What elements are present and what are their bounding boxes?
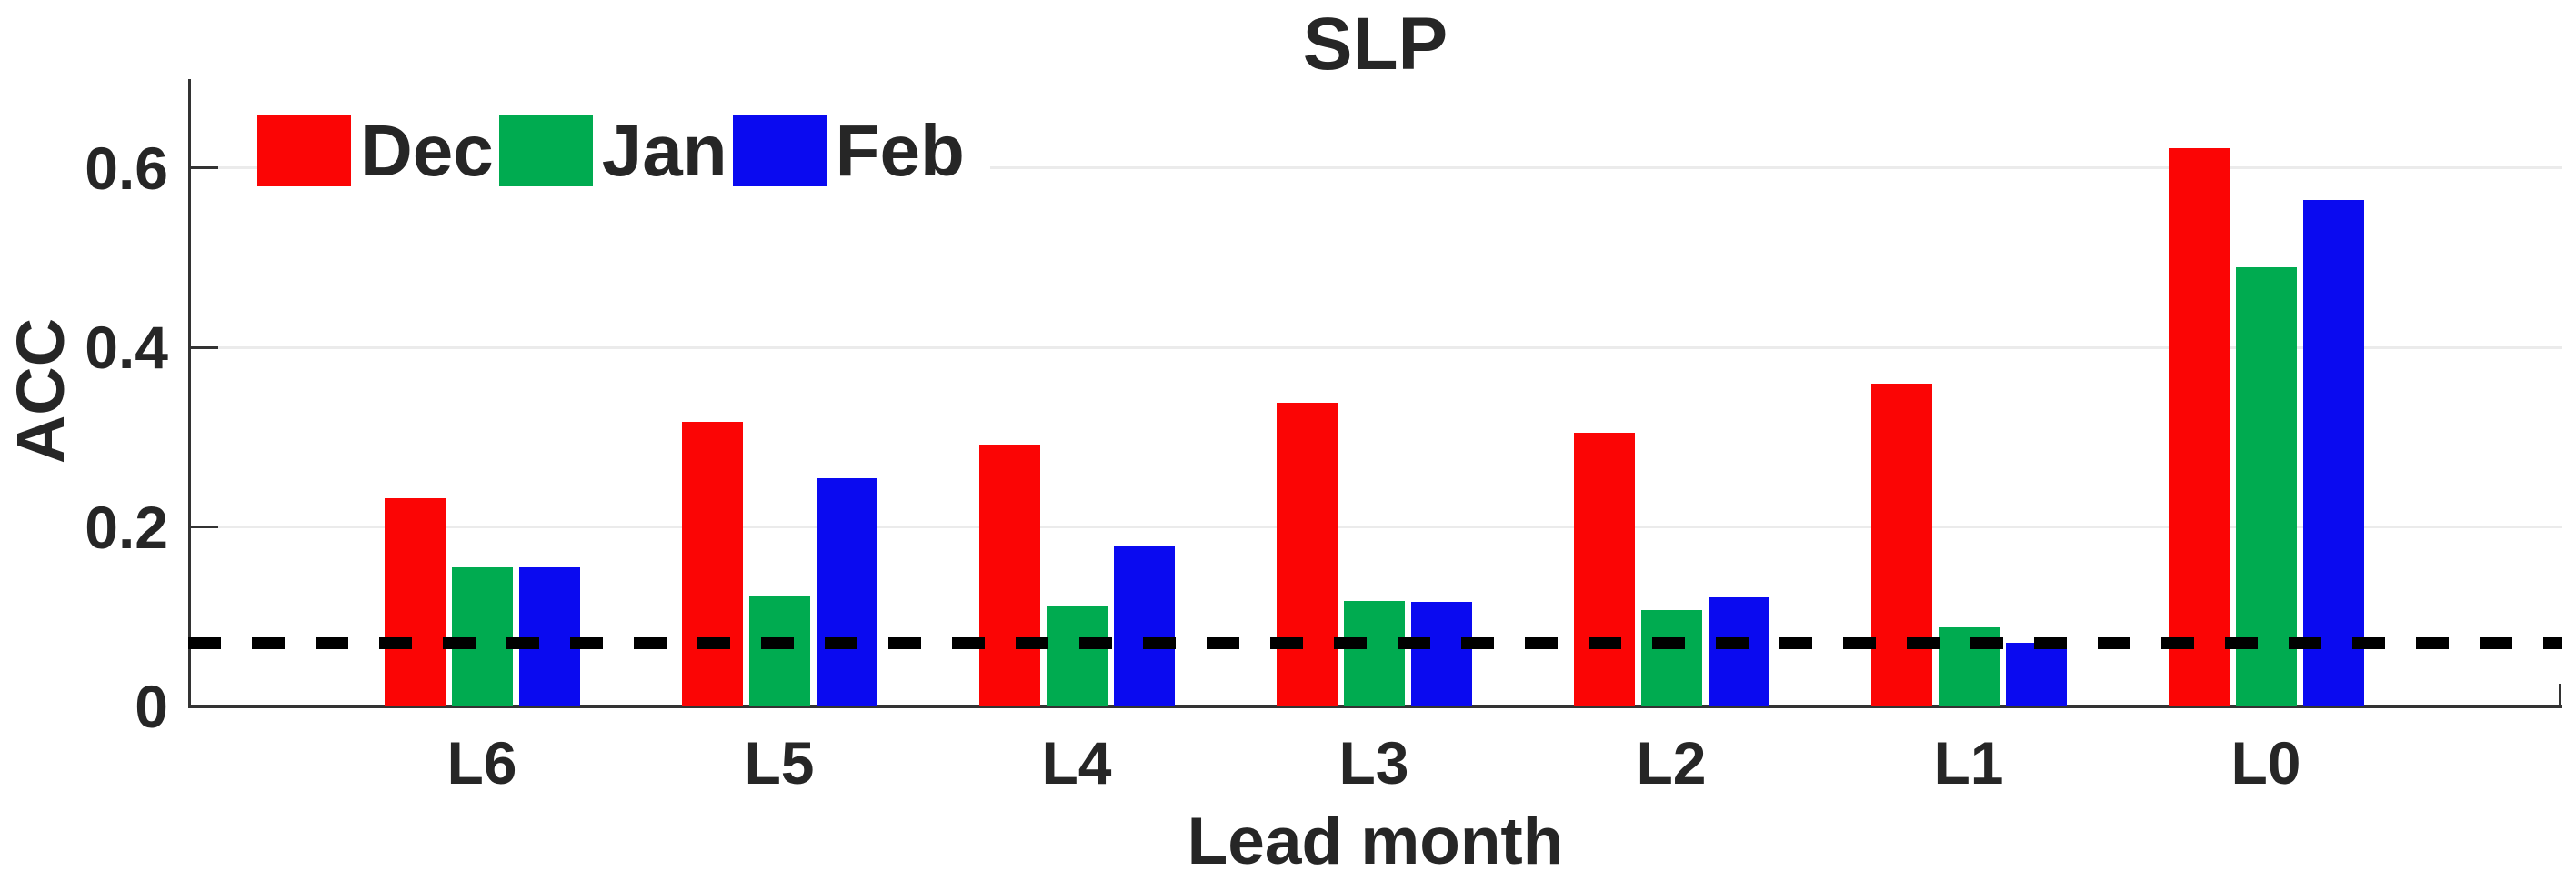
y-tick-label: 0 <box>135 673 168 740</box>
gridline-y0.4 <box>191 345 2562 349</box>
chart-title: SLP <box>1302 3 1448 85</box>
legend-label-feb: Feb <box>835 110 965 191</box>
bar-feb-l4 <box>1113 546 1175 706</box>
legend-swatch-jan <box>498 115 593 186</box>
bar-dec-l6 <box>384 498 446 706</box>
y-tick-mark <box>191 526 218 529</box>
bar-dec-l3 <box>1276 403 1338 706</box>
x-axis-label: Lead month <box>1187 805 1564 878</box>
legend-label-dec: Dec <box>360 110 494 191</box>
bar-dec-l0 <box>2168 148 2230 706</box>
gridline-y0.6 <box>191 166 2562 170</box>
x-axis-end-tick <box>2559 684 2561 706</box>
bar-feb-l0 <box>2302 200 2364 706</box>
legend-swatch-dec <box>257 115 351 186</box>
x-axis-line <box>188 705 2562 708</box>
x-tick-label-l1: L1 <box>1933 729 2004 796</box>
y-tick-label: 0.4 <box>85 314 168 382</box>
x-tick-label-l4: L4 <box>1041 729 1112 796</box>
y-tick-mark <box>191 166 218 170</box>
y-tick-label: 0.2 <box>85 493 168 561</box>
bar-feb-l5 <box>816 478 877 706</box>
bar-dec-l2 <box>1573 433 1635 706</box>
legend-item-feb: Feb <box>732 110 970 191</box>
gridline-y0.2 <box>191 526 2562 529</box>
bar-feb-l3 <box>1410 602 1472 706</box>
bar-jan-l3 <box>1343 601 1405 706</box>
x-tick-label-l2: L2 <box>1636 729 1707 796</box>
y-axis-line <box>188 79 191 708</box>
bar-dec-l1 <box>1870 384 1932 706</box>
legend: Dec Jan Feb <box>257 111 990 191</box>
x-tick-label-l6: L6 <box>446 729 517 796</box>
legend-swatch-feb <box>732 115 827 186</box>
bar-feb-l1 <box>2005 643 2067 706</box>
bar-dec-l5 <box>681 422 743 706</box>
bar-feb-l2 <box>1708 597 1769 706</box>
bar-jan-l6 <box>451 567 513 706</box>
bar-dec-l4 <box>978 445 1040 706</box>
bar-jan-l5 <box>748 596 810 706</box>
bar-jan-l2 <box>1640 610 1702 706</box>
x-tick-label-l3: L3 <box>1338 729 1409 796</box>
legend-item-dec: Dec <box>257 111 499 191</box>
y-tick-label: 0.6 <box>85 134 168 202</box>
bar-feb-l6 <box>518 567 580 706</box>
bar-jan-l0 <box>2235 267 2297 706</box>
x-tick-label-l0: L0 <box>2230 729 2301 796</box>
legend-item-jan: Jan <box>498 110 733 191</box>
legend-label-jan: Jan <box>601 110 727 191</box>
y-tick-mark <box>191 345 218 349</box>
bar-jan-l4 <box>1046 606 1108 706</box>
x-tick-label-l5: L5 <box>744 729 815 796</box>
threshold-dashed-line <box>188 637 2562 650</box>
